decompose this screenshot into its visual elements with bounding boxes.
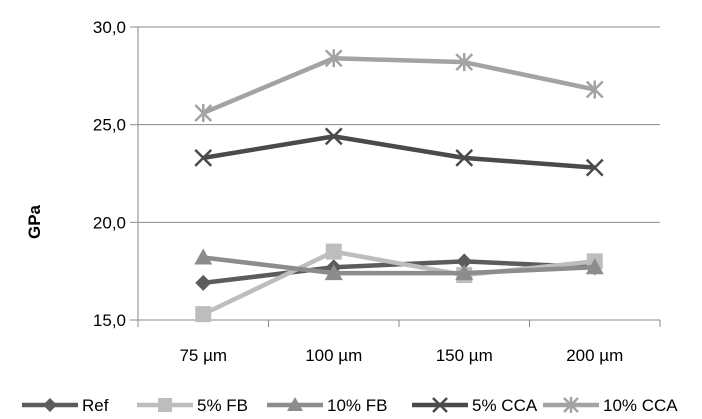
data-point [194,248,213,265]
data-point [585,80,604,99]
data-point [432,397,448,413]
y-tick-label: 20,0 [93,213,126,232]
y-tick-labels: 15,0 20,0 25,0 30,0 [93,18,126,330]
x-tick-label: 75 µm [179,346,227,365]
legend-item: 10% FB [267,396,387,415]
y-tick-label: 25,0 [93,116,126,135]
data-point [324,49,343,68]
series-10-cca [194,49,604,122]
series-line [202,134,595,170]
series-line [202,56,596,116]
data-point [455,53,474,72]
axes [137,27,661,327]
y-tick-label: 30,0 [93,18,126,37]
legend-item: 5% FB [137,396,248,415]
series-10-fb [194,248,604,281]
data-point [325,243,342,260]
legend-label: Ref [82,396,109,415]
y-tick-label: 15,0 [93,311,126,330]
data-point [195,306,212,323]
data-point [585,258,604,275]
legend-item: 5% CCA [412,396,538,415]
legend-item: Ref [22,396,109,415]
legend-item: 10% CCA [543,396,678,415]
data-point [195,274,212,291]
x-tick-label: 200 µm [566,346,623,365]
data-point [158,398,172,412]
legend-label: 5% CCA [472,396,538,415]
series-5-cca [194,127,604,177]
data-point [456,253,473,270]
data-point [324,264,343,281]
legend-label: 5% FB [197,396,248,415]
legend-label: 10% FB [327,396,387,415]
series-line [202,249,595,317]
data-point [194,148,213,167]
series-line [202,255,595,276]
x-tick-labels: 75 µm 100 µm 150 µm 200 µm [179,346,623,365]
legend-label: 10% CCA [603,396,678,415]
data-point [585,158,604,177]
y-axis-title: GPa [25,204,44,239]
data-point [287,397,303,411]
data-point [455,148,474,167]
data-point [455,264,474,281]
data-point [324,127,343,146]
data-point [563,397,579,413]
series-5-fb [195,243,603,323]
x-tick-label: 150 µm [436,346,493,365]
legend: Ref 5% FB 10% FB 5% CCA 10% CCA [22,396,678,415]
data-point [43,398,57,412]
x-tick-label: 100 µm [305,346,362,365]
gridlines [130,26,660,321]
data-point [194,103,213,122]
series-lines [194,49,604,323]
